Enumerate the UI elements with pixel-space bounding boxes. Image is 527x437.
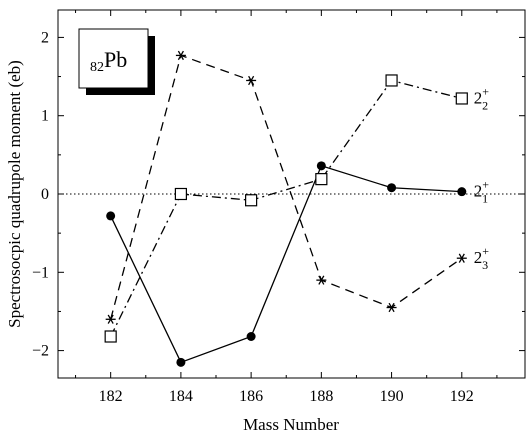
axis-ticks: 182 184 186 188 190 192 −2 −1 0 1 2 xyxy=(32,10,525,405)
data-point-square xyxy=(315,173,328,186)
y-tick-label: 2 xyxy=(41,29,49,46)
data-point-circle xyxy=(316,161,326,171)
data-point-circle xyxy=(246,332,256,342)
series-line-2 xyxy=(110,79,462,337)
inset-element: Pb xyxy=(104,47,127,72)
x-tick-label: 190 xyxy=(380,388,404,405)
data-point-star xyxy=(175,50,186,61)
data-point-star xyxy=(456,253,467,263)
data-point-square xyxy=(104,330,117,343)
inset-label-box: 82Pb xyxy=(78,28,155,95)
x-axis-label: Mass Number xyxy=(243,415,339,434)
svg-text:82Pb: 82Pb xyxy=(90,47,127,75)
data-point-square xyxy=(385,74,398,87)
series-label-2: 2+ 2 xyxy=(474,84,490,112)
series-line-3 xyxy=(110,54,463,320)
x-tick-label: 186 xyxy=(239,388,263,405)
data-point-square xyxy=(174,187,187,201)
data-point-circle xyxy=(457,187,467,197)
series-labels: 2+ 2 2+ 1 2+ 3 xyxy=(474,84,490,272)
data-point-star xyxy=(386,302,397,313)
series-label-3: 2+ 3 xyxy=(474,244,490,272)
data-point-circle xyxy=(387,183,397,193)
x-tick-label: 192 xyxy=(450,388,474,405)
data-point-star xyxy=(246,75,257,86)
y-tick-label: −2 xyxy=(32,343,49,360)
series-label-1: 2+ 1 xyxy=(474,178,490,206)
y-axis-label: Spectrosocpic quadrupole moment (eb) xyxy=(5,60,24,328)
data-point-circle xyxy=(176,357,186,367)
inset-subscript: 82 xyxy=(90,60,104,75)
data-point-star xyxy=(105,314,116,324)
y-tick-label: −1 xyxy=(32,264,49,281)
data-point-square xyxy=(455,92,468,105)
series-markers xyxy=(104,50,468,367)
data-point-circle xyxy=(106,211,116,221)
series-line-1 xyxy=(110,165,462,364)
x-tick-label: 184 xyxy=(169,388,193,405)
y-tick-label: 1 xyxy=(41,108,49,125)
y-tick-label: 0 xyxy=(41,186,49,203)
x-tick-label: 182 xyxy=(99,388,123,405)
data-point-square xyxy=(245,194,258,207)
series-lines xyxy=(110,54,463,364)
x-tick-label: 188 xyxy=(309,388,333,405)
data-point-star xyxy=(316,275,327,285)
